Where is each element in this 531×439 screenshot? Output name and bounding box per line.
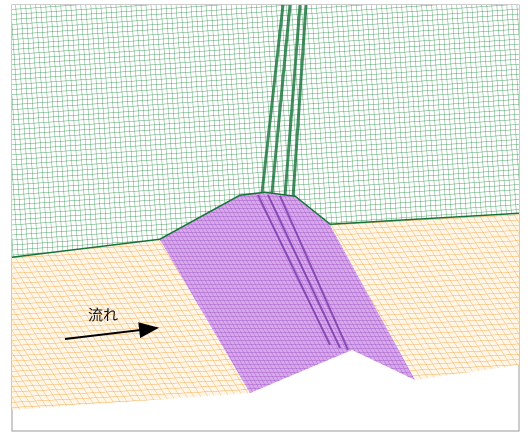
mesh-view: 流れ [0, 0, 531, 439]
flow-label: 流れ [88, 306, 118, 324]
